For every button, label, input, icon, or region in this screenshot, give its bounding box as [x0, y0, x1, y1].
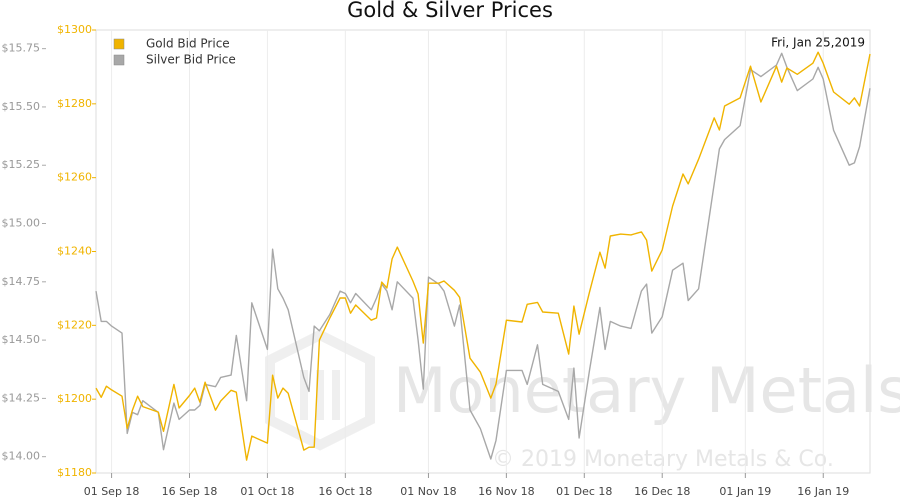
- watermark-logo: [265, 329, 375, 451]
- watermark: Monetary Metals: [393, 354, 900, 427]
- date-annotation: Fri, Jan 25,2019: [771, 36, 865, 50]
- chart-title: Gold & Silver Prices: [347, 0, 553, 22]
- x-tick-label: 01 Jan 19: [719, 485, 771, 498]
- y2-tick-label: $14.50: [2, 333, 41, 346]
- x-tick-label: 16 Sep 18: [162, 485, 218, 498]
- legend-swatch: [113, 54, 125, 66]
- x-tick-label: 16 Dec 18: [634, 485, 690, 498]
- x-tick-label: 01 Nov 18: [400, 485, 456, 498]
- y-tick-label: $1300: [57, 23, 92, 36]
- legend-swatch: [113, 38, 125, 50]
- y2-tick-label: $15.75: [2, 42, 41, 55]
- legend-label: Gold Bid Price: [146, 37, 230, 51]
- y-tick-label: $1260: [57, 171, 92, 184]
- y2-tick-label: $14.25: [2, 391, 41, 404]
- series-line: [95, 51, 871, 461]
- y-tick-label: $1180: [57, 466, 92, 479]
- y2-tick-label: $14.00: [2, 450, 41, 463]
- y2-tick-label: $14.75: [2, 275, 41, 288]
- x-tick-label: 16 Oct 18: [318, 485, 372, 498]
- x-tick-label: 16 Jan 19: [797, 485, 849, 498]
- legend-label: Silver Bid Price: [146, 53, 236, 67]
- x-tick-label: 16 Nov 18: [478, 485, 534, 498]
- copyright: © 2019 Monetary Metals & Co.: [492, 447, 834, 472]
- y-tick-label: $1280: [57, 97, 92, 110]
- y2-tick-label: $15.00: [2, 217, 41, 230]
- y-tick-label: $1220: [57, 318, 92, 331]
- x-tick-label: 01 Sep 18: [84, 485, 140, 498]
- y-tick-label: $1240: [57, 245, 92, 258]
- y-tick-label: $1200: [57, 392, 92, 405]
- y2-tick-label: $15.25: [2, 158, 41, 171]
- x-tick-label: 01 Oct 18: [240, 485, 294, 498]
- y2-tick-label: $15.50: [2, 100, 41, 113]
- x-tick-label: 01 Dec 18: [556, 485, 612, 498]
